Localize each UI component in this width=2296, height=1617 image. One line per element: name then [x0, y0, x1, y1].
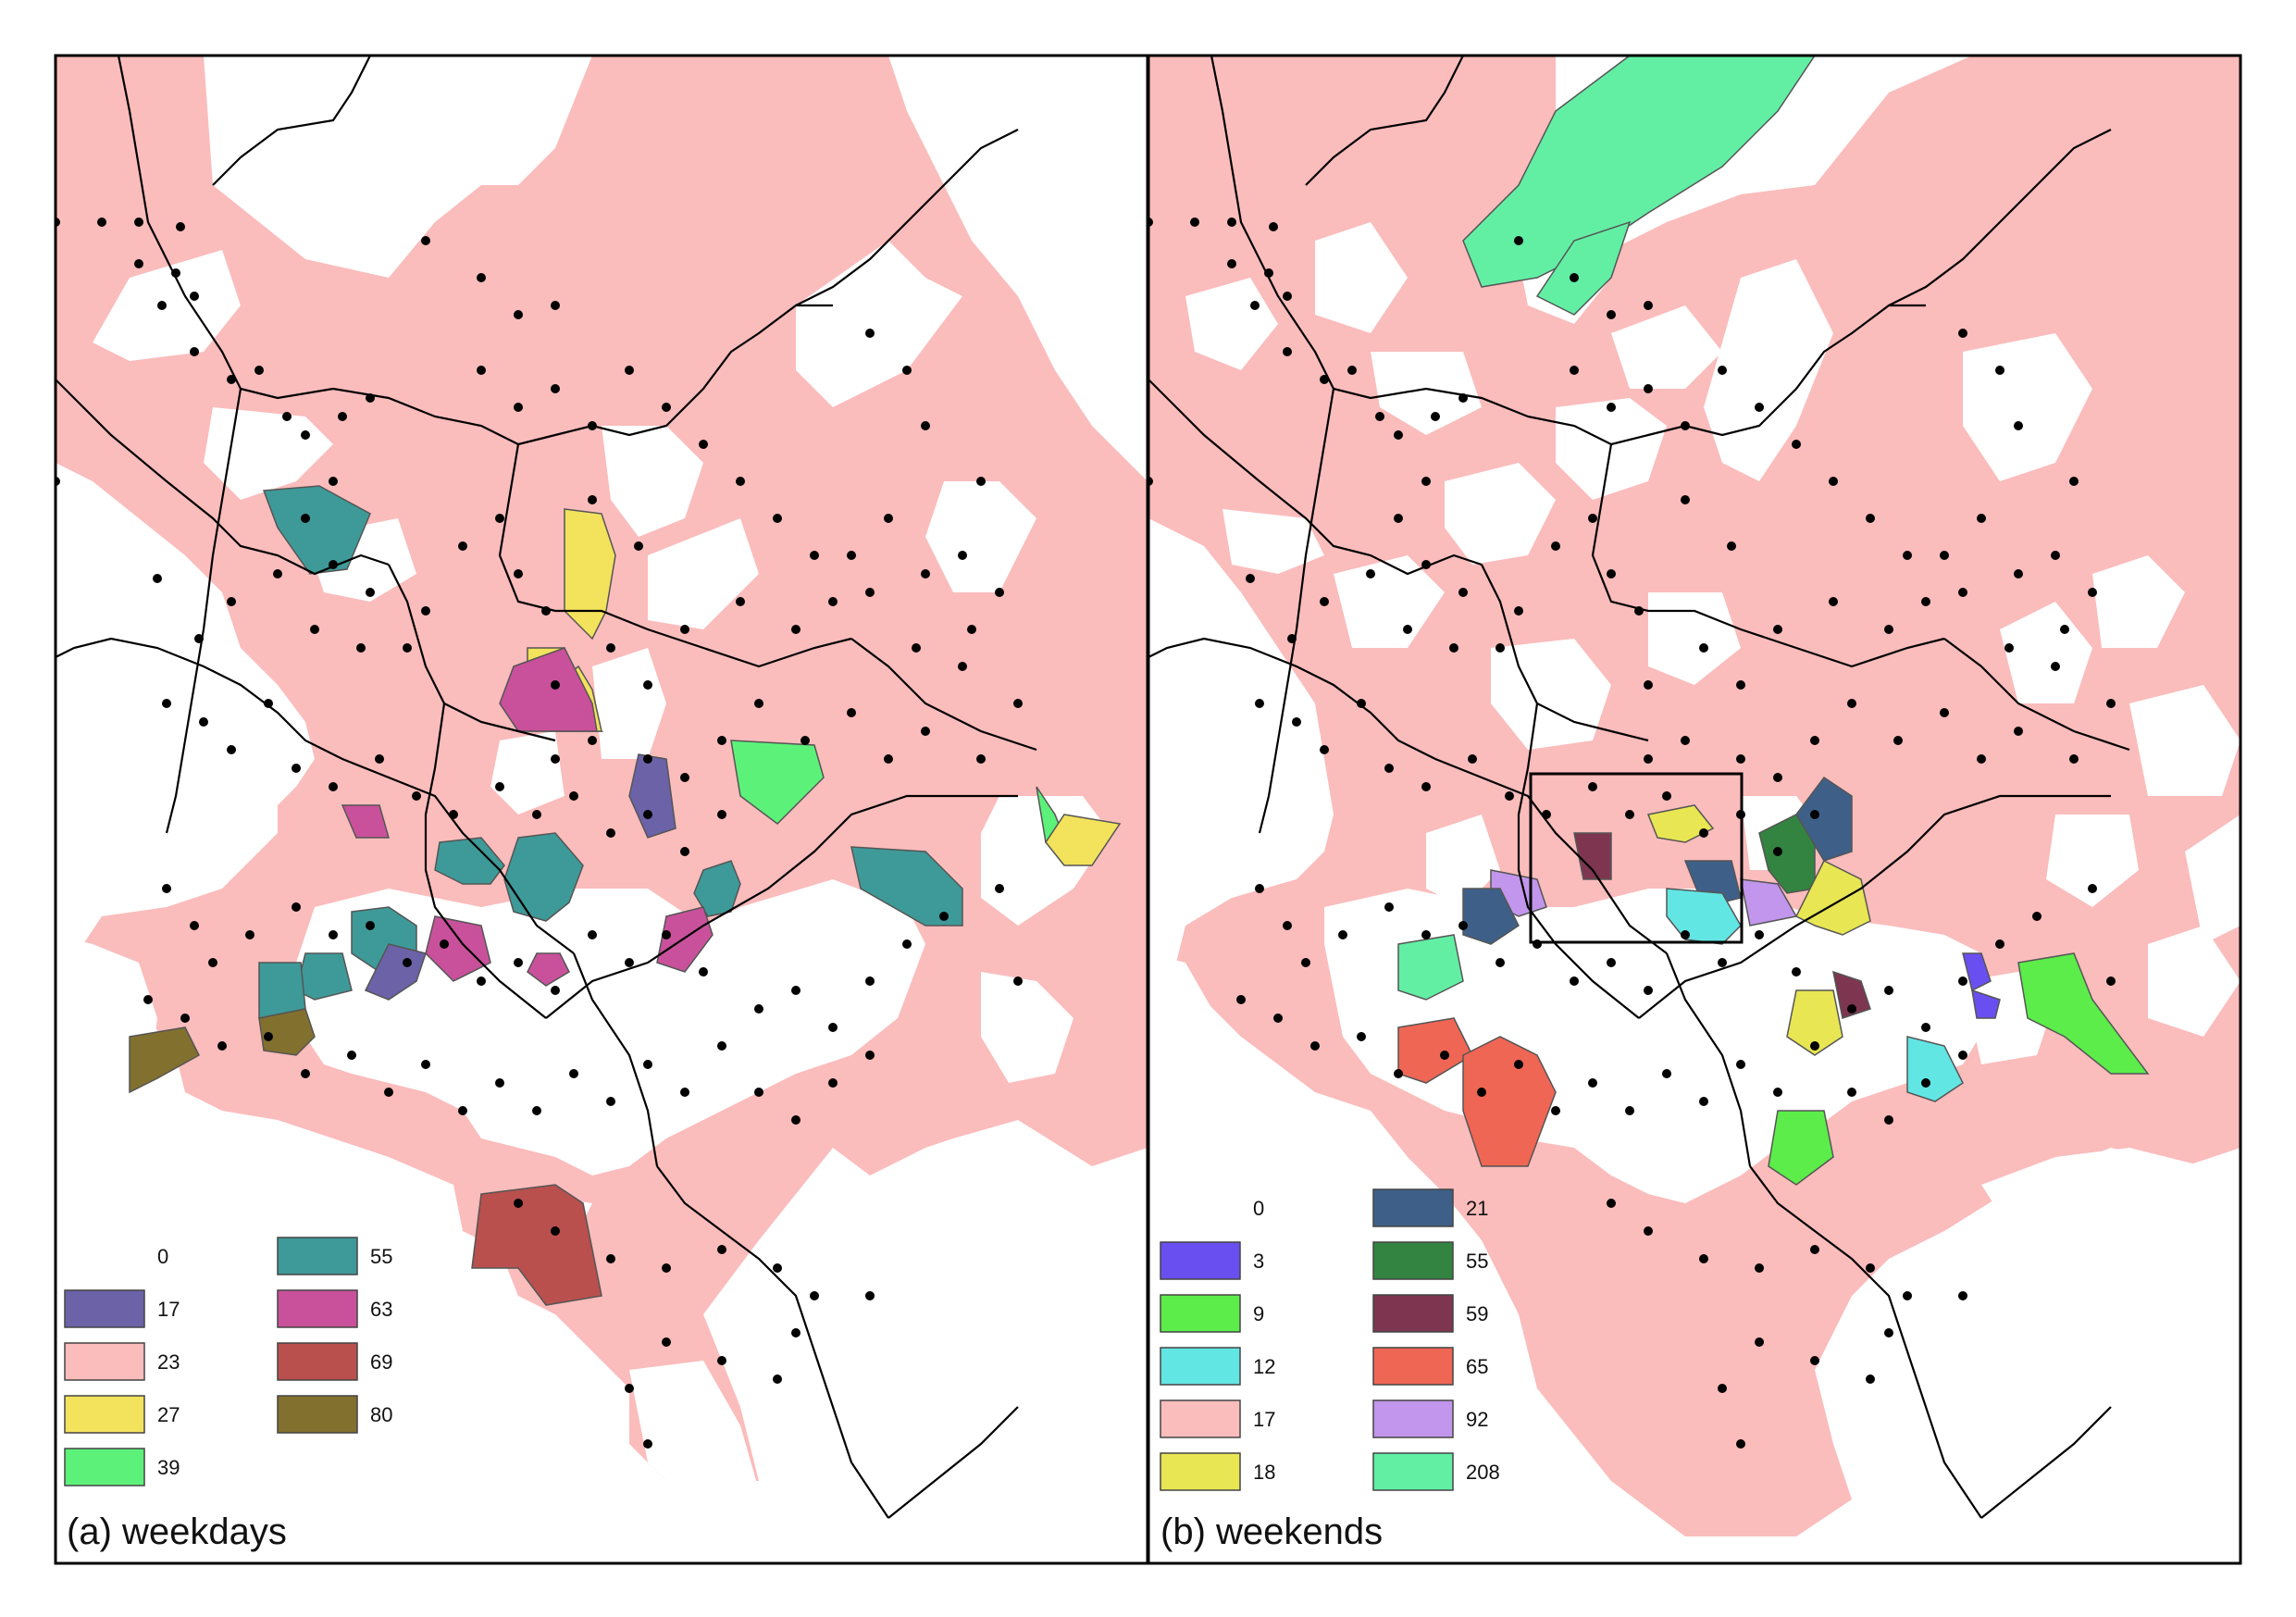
map-region-fill — [56, 56, 1148, 1481]
legend-swatch — [1160, 1452, 1241, 1491]
legend-label: 63 — [370, 1298, 392, 1321]
legend-label: 59 — [1466, 1302, 1488, 1325]
legend-swatch — [64, 1342, 145, 1381]
legend-label: 208 — [1466, 1461, 1500, 1484]
panel-b-frame — [1147, 54, 2242, 1565]
legend-label: 0 — [157, 1245, 168, 1268]
legend-swatch — [277, 1395, 358, 1434]
panel-weekdays — [56, 56, 1148, 1563]
legend-label: 39 — [157, 1456, 180, 1479]
legend-swatch — [1372, 1347, 1454, 1386]
legend-label: 27 — [157, 1403, 180, 1426]
highlight-box — [1529, 772, 1744, 944]
legend-swatch — [277, 1289, 358, 1328]
legend-swatch — [64, 1289, 145, 1328]
legend-swatch — [1372, 1452, 1454, 1491]
legend-label: 18 — [1253, 1461, 1275, 1484]
legend-weekends: 0 3 9 12 17 18 21 55 59 65 92 208 — [1160, 1188, 1500, 1491]
legend-swatch — [1372, 1241, 1454, 1280]
legend-label: 69 — [370, 1350, 392, 1374]
colored-zones — [1397, 56, 2150, 1186]
legend-label: 17 — [157, 1298, 180, 1321]
legend-swatch — [1372, 1399, 1454, 1438]
legend-swatch — [1372, 1294, 1454, 1333]
legend-label: 65 — [1466, 1355, 1488, 1378]
legend-swatch — [1160, 1399, 1241, 1438]
legend-swatch — [1160, 1294, 1241, 1333]
legend-weekdays: 0 17 23 27 39 55 63 69 80 — [64, 1237, 392, 1486]
legend-label: 80 — [370, 1403, 392, 1426]
legend-label: 3 — [1253, 1250, 1264, 1273]
legend-label: 9 — [1253, 1302, 1264, 1325]
legend-swatch — [1160, 1241, 1241, 1280]
colored-zones — [129, 485, 1122, 1306]
legend-label: 0 — [1253, 1197, 1264, 1220]
legend-swatch — [64, 1448, 145, 1486]
legend-label: 55 — [1466, 1250, 1488, 1273]
legend-swatch — [1160, 1189, 1240, 1226]
legend-label: 17 — [1253, 1408, 1275, 1431]
legend-label: 23 — [157, 1350, 180, 1374]
legend-label: 92 — [1466, 1408, 1488, 1431]
legend-swatch — [1160, 1347, 1241, 1386]
legend-label: 55 — [370, 1245, 392, 1268]
legend-swatch — [277, 1342, 358, 1381]
panel-title-weekends: (b) weekends — [1160, 1511, 1383, 1552]
panel-title-weekdays: (a) weekdays — [67, 1511, 287, 1552]
legend-swatch — [64, 1395, 145, 1434]
legend-swatch — [1372, 1188, 1454, 1227]
legend-swatch — [277, 1237, 358, 1275]
panel-weekends — [1148, 56, 2240, 1563]
legend-swatch — [65, 1238, 144, 1275]
legend-label: 12 — [1253, 1355, 1275, 1378]
legend-label: 21 — [1466, 1197, 1488, 1220]
